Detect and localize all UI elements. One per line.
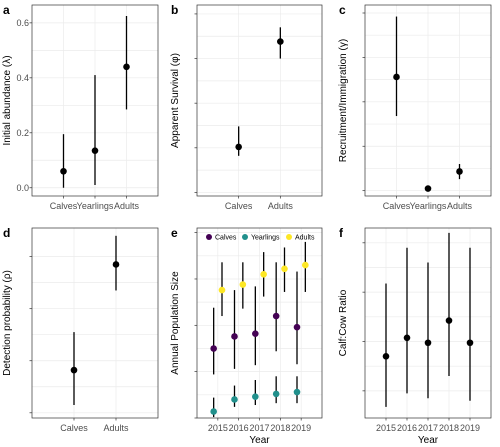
x-tick-label: Adults: [268, 201, 294, 211]
x-tick-label: 2018: [439, 423, 459, 433]
estimate-point: [123, 63, 130, 71]
x-tick-label: 2016: [229, 423, 249, 433]
y-tick-label: 0.0: [16, 183, 29, 193]
panel-c: Calves Yearlings Adults c Recruitment/Immigr…: [338, 3, 492, 211]
estimate-point: [112, 261, 120, 268]
estimate-point: [70, 366, 78, 374]
legend-label-adults: Adults: [295, 235, 315, 242]
yearlings-point: [293, 388, 301, 396]
y-axis-label: Recruitment/Immigration (γ): [338, 39, 349, 162]
panel-frame: [364, 4, 492, 197]
panel-frame: [196, 4, 323, 197]
panel-e: 2015 2016 2017 2018 2019 e Annual Population S…: [170, 226, 323, 446]
calves-point: [231, 333, 238, 340]
y-tick-label: 0.6: [16, 18, 29, 28]
x-axis-label: Year: [418, 435, 439, 446]
x-tick-label: 2016: [397, 423, 417, 433]
adults-point: [302, 261, 309, 269]
y-axis-label: Detection probability (ρ): [2, 270, 13, 376]
estimate-point: [235, 143, 242, 151]
panel-letter: a: [3, 3, 10, 17]
estimate-point: [91, 147, 99, 154]
estimate-point: [277, 38, 284, 45]
y-axis-label: Calf:Cow Ratio: [338, 289, 349, 356]
x-tick-label: 2015: [208, 423, 228, 433]
calves-point: [210, 345, 217, 352]
x-tick-label: Calves: [50, 201, 78, 211]
legend-key-calves: [206, 234, 212, 240]
panel-a: 0.0 0.2 0.4 0.6 Calves Yearlings Adults a Initia…: [2, 3, 159, 211]
yearlings-point: [252, 393, 259, 400]
panel-letter: f: [339, 226, 344, 240]
panel-letter: c: [339, 3, 346, 17]
panel-frame: [196, 227, 323, 419]
estimate-point: [456, 168, 463, 175]
x-tick-label: Calves: [383, 201, 411, 211]
y-axis-label: Apparent Survival (φ): [170, 53, 181, 148]
panel-letter: b: [171, 3, 178, 17]
x-tick-label: 2017: [249, 423, 269, 433]
x-tick-label: Adults: [103, 423, 129, 433]
adults-point: [239, 281, 247, 288]
y-axis-label: Annual Population Size: [170, 271, 181, 375]
x-tick-label: 2017: [418, 423, 438, 433]
y-tick-label: 0.4: [16, 73, 29, 83]
x-tick-label: Yearlings: [77, 201, 114, 211]
estimate-point: [393, 73, 400, 81]
x-tick-label: Calves: [225, 201, 253, 211]
panel-d: Calves Adults d Detection probability (ρ): [2, 226, 159, 433]
estimate-point: [424, 339, 432, 347]
panel-letter: d: [3, 226, 10, 240]
panel-b: Calves Adults b Apparent Survival (φ): [170, 3, 323, 211]
estimate-point: [445, 317, 453, 324]
x-tick-label: Adults: [114, 201, 140, 211]
legend-label-calves: Calves: [215, 235, 237, 242]
x-tick-label: Calves: [60, 423, 88, 433]
x-tick-label: Yearlings: [410, 201, 447, 211]
legend-label-yearlings: Yearlings: [251, 235, 280, 242]
adults-point: [260, 271, 267, 278]
estimate-point: [424, 185, 432, 192]
adults-point: [281, 265, 288, 273]
calves-point: [252, 330, 259, 337]
x-tick-label: 2018: [270, 423, 290, 433]
estimate-point: [403, 334, 411, 342]
x-tick-label: 2019: [291, 423, 311, 433]
panel-frame: [31, 4, 159, 197]
panel-f: 2015 2016 2017 2018 2019 f Calf:Cow Ratio Year: [338, 226, 492, 446]
x-tick-label: Adults: [447, 201, 473, 211]
estimate-point: [60, 167, 67, 175]
calves-point: [272, 312, 280, 320]
x-axis-label: Year: [249, 435, 270, 446]
legend-key-yearlings: [242, 234, 248, 240]
x-tick-label: 2015: [376, 423, 396, 433]
estimate-point: [466, 339, 474, 347]
panel-frame: [364, 227, 492, 419]
x-tick-label: 2019: [460, 423, 480, 433]
legend-key-adults: [286, 234, 292, 240]
panel-frame: [31, 227, 159, 419]
y-tick-label: 0.2: [16, 128, 29, 138]
panel-letter: e: [171, 226, 178, 240]
yearlings-point: [231, 396, 238, 403]
calves-point: [293, 323, 301, 331]
yearlings-point: [210, 408, 217, 415]
yearlings-point: [272, 390, 280, 398]
estimate-point: [382, 353, 390, 360]
y-axis-label: Initial abundance (λ): [2, 55, 13, 145]
adults-point: [218, 286, 226, 294]
